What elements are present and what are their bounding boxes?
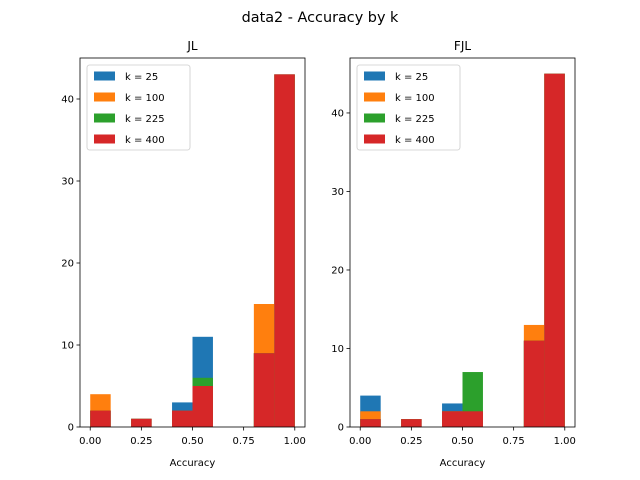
y-tick-label: 0 xyxy=(68,423,74,434)
x-axis-label: Accuracy xyxy=(170,458,216,469)
legend-swatch xyxy=(94,71,115,81)
legend-label: k = 25 xyxy=(395,72,428,83)
bar xyxy=(462,411,483,427)
legend: k = 25 k = 100 k = 225 k = 400 xyxy=(356,64,461,151)
y-tick-label: 20 xyxy=(331,266,344,277)
bar xyxy=(360,419,381,427)
y-tick-label: 40 xyxy=(61,95,74,106)
panel-title: FJL xyxy=(454,39,471,53)
x-tick-label: 0.25 xyxy=(130,436,152,447)
bar xyxy=(401,419,422,427)
bar xyxy=(523,340,545,427)
series-k-400 xyxy=(360,73,565,427)
panel-jl: 0.00 0.25 0.50 0.75 1.00 0 10 20 30 40 Accuracy JL k… xyxy=(61,39,306,469)
legend: k = 25 k = 100 k = 225 k = 400 xyxy=(86,64,191,151)
y-tick-label: 0 xyxy=(338,423,344,434)
legend-label: k = 225 xyxy=(125,114,165,125)
x-tick-label: 0.25 xyxy=(400,436,422,447)
legend-swatch xyxy=(364,71,385,81)
x-tick-label: 0.75 xyxy=(503,436,525,447)
legend-label: k = 100 xyxy=(125,93,165,104)
bar xyxy=(253,353,275,427)
x-tick-label: 0.50 xyxy=(451,436,473,447)
legend-swatch xyxy=(364,134,385,144)
panel-title: JL xyxy=(186,39,198,53)
x-tick-label: 0.75 xyxy=(233,436,255,447)
bar xyxy=(274,74,295,428)
panel-fjl: 0.00 0.25 0.50 0.75 1.00 0 10 20 30 40 Accuracy FJL… xyxy=(331,39,576,469)
legend-swatch xyxy=(364,113,385,123)
bar xyxy=(192,386,213,427)
series-k-400 xyxy=(90,74,295,428)
legend-label: k = 100 xyxy=(395,93,435,104)
y-tick-label: 30 xyxy=(331,187,344,198)
bar xyxy=(442,411,463,427)
x-tick-label: 0.00 xyxy=(79,436,101,447)
x-tick-label: 0.50 xyxy=(181,436,203,447)
legend-box xyxy=(356,64,461,151)
bar xyxy=(544,73,565,427)
legend-swatch xyxy=(94,134,115,144)
y-tick-label: 10 xyxy=(331,344,344,355)
legend-box xyxy=(86,64,191,151)
bar xyxy=(131,418,152,427)
legend-swatch xyxy=(364,92,385,102)
legend-label: k = 400 xyxy=(395,135,435,146)
legend-swatch xyxy=(94,113,115,123)
y-tick-label: 10 xyxy=(61,341,74,352)
legend-swatch xyxy=(94,92,115,102)
y-tick-label: 40 xyxy=(331,109,344,120)
x-axis-label: Accuracy xyxy=(440,458,486,469)
legend-label: k = 225 xyxy=(395,114,435,125)
x-tick-label: 1.00 xyxy=(554,436,576,447)
legend-label: k = 400 xyxy=(125,135,165,146)
legend-label: k = 25 xyxy=(125,72,158,83)
x-tick-label: 1.00 xyxy=(284,436,306,447)
x-tick-label: 0.00 xyxy=(349,436,371,447)
bar xyxy=(90,410,111,427)
y-tick-label: 20 xyxy=(61,259,74,270)
bar xyxy=(172,410,193,427)
y-tick-label: 30 xyxy=(61,177,74,188)
chart-panels: 0.00 0.25 0.50 0.75 1.00 0 10 20 30 40 Accuracy JL k… xyxy=(61,39,576,469)
figure-title: data2 - Accuracy by k xyxy=(242,10,399,26)
